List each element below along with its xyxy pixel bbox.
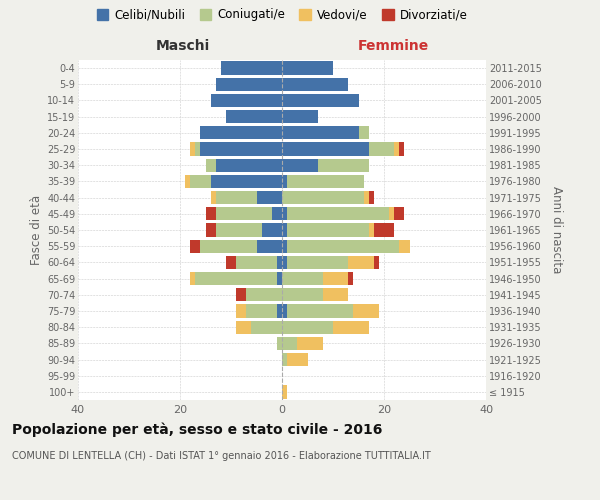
Text: Maschi: Maschi <box>156 38 210 52</box>
Bar <box>282 272 323 285</box>
Bar <box>196 272 277 285</box>
Bar <box>236 304 247 318</box>
Bar <box>349 256 374 269</box>
Bar <box>282 94 359 107</box>
Bar <box>282 126 359 140</box>
Bar <box>282 158 318 172</box>
Bar <box>216 224 262 236</box>
Bar <box>282 224 287 236</box>
Bar <box>287 304 353 318</box>
Bar <box>369 224 374 236</box>
Bar <box>262 224 282 236</box>
Bar <box>282 336 298 350</box>
Bar <box>364 191 369 204</box>
Bar <box>282 78 349 91</box>
Bar <box>226 110 282 124</box>
Bar <box>323 272 349 285</box>
Bar <box>216 78 282 91</box>
Bar <box>400 240 410 253</box>
Bar <box>282 386 287 398</box>
Bar <box>282 353 287 366</box>
Bar <box>211 175 282 188</box>
Bar <box>349 272 353 285</box>
Bar <box>257 240 282 253</box>
Bar <box>282 142 369 156</box>
Bar <box>287 353 308 366</box>
Bar <box>374 224 394 236</box>
Bar <box>236 288 247 302</box>
Bar <box>236 256 277 269</box>
Bar <box>400 142 404 156</box>
Bar <box>211 94 282 107</box>
Bar <box>190 272 196 285</box>
Bar <box>216 158 282 172</box>
Legend: Celibi/Nubili, Coniugati/e, Vedovi/e, Divorziati/e: Celibi/Nubili, Coniugati/e, Vedovi/e, Di… <box>94 6 470 24</box>
Bar <box>394 142 400 156</box>
Text: Femmine: Femmine <box>358 38 428 52</box>
Bar <box>318 158 369 172</box>
Bar <box>226 256 236 269</box>
Bar <box>236 320 251 334</box>
Bar <box>272 207 282 220</box>
Bar <box>394 207 404 220</box>
Bar <box>190 240 200 253</box>
Bar <box>282 62 333 74</box>
Bar <box>211 191 216 204</box>
Bar <box>282 240 287 253</box>
Bar <box>206 158 216 172</box>
Bar <box>389 207 394 220</box>
Bar <box>287 256 349 269</box>
Bar <box>282 175 287 188</box>
Bar <box>206 224 216 236</box>
Bar <box>353 304 379 318</box>
Bar <box>287 175 364 188</box>
Bar <box>216 207 272 220</box>
Bar <box>277 304 282 318</box>
Bar <box>282 320 333 334</box>
Bar <box>333 320 369 334</box>
Bar <box>247 288 282 302</box>
Bar <box>282 288 323 302</box>
Bar <box>282 191 364 204</box>
Bar <box>287 240 400 253</box>
Bar <box>277 336 282 350</box>
Bar <box>221 62 282 74</box>
Bar <box>369 142 394 156</box>
Y-axis label: Anni di nascita: Anni di nascita <box>550 186 563 274</box>
Bar <box>298 336 323 350</box>
Bar <box>277 256 282 269</box>
Bar <box>200 240 257 253</box>
Bar <box>196 142 200 156</box>
Bar <box>287 224 369 236</box>
Bar <box>359 126 369 140</box>
Bar <box>282 256 287 269</box>
Bar <box>257 191 282 204</box>
Bar <box>282 207 287 220</box>
Bar <box>216 191 257 204</box>
Bar <box>200 126 282 140</box>
Bar <box>282 110 318 124</box>
Bar <box>190 175 211 188</box>
Text: Popolazione per età, sesso e stato civile - 2016: Popolazione per età, sesso e stato civil… <box>12 422 382 437</box>
Bar <box>251 320 282 334</box>
Bar <box>369 191 374 204</box>
Bar <box>277 272 282 285</box>
Bar <box>282 304 287 318</box>
Bar <box>287 207 389 220</box>
Y-axis label: Fasce di età: Fasce di età <box>29 195 43 265</box>
Bar <box>374 256 379 269</box>
Bar <box>206 207 216 220</box>
Text: COMUNE DI LENTELLA (CH) - Dati ISTAT 1° gennaio 2016 - Elaborazione TUTTITALIA.I: COMUNE DI LENTELLA (CH) - Dati ISTAT 1° … <box>12 451 431 461</box>
Bar <box>200 142 282 156</box>
Bar <box>185 175 190 188</box>
Bar <box>247 304 277 318</box>
Bar <box>323 288 349 302</box>
Bar <box>190 142 196 156</box>
